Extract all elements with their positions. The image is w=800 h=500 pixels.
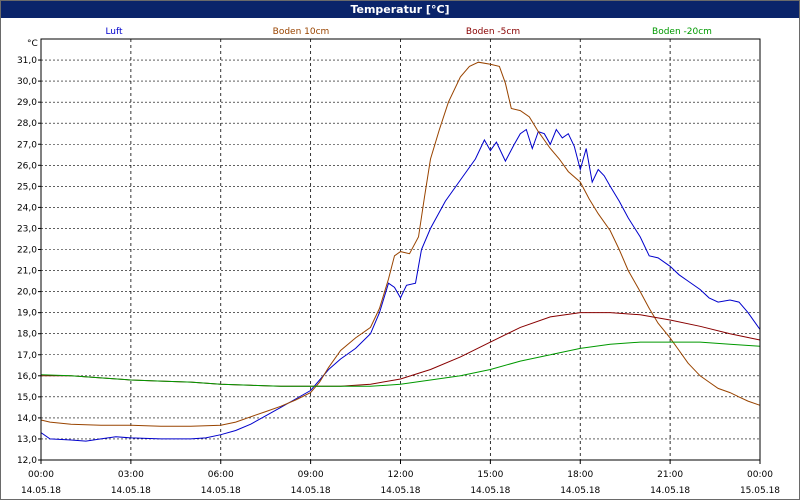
x-tick-date-label: 14.05.18 <box>380 486 420 496</box>
x-tick-date-label: 15.05.18 <box>740 486 780 496</box>
y-tick-label: 29,0 <box>17 98 37 108</box>
x-tick-date-label: 14.05.18 <box>650 486 690 496</box>
y-tick-label: 12,0 <box>17 456 37 466</box>
x-tick-time-label: 06:00 <box>208 470 234 480</box>
y-tick-label: 20,0 <box>17 288 37 298</box>
window-title: Temperatur [°C] <box>1 1 799 18</box>
y-tick-label: 25,0 <box>17 182 37 192</box>
y-tick-label: 31,0 <box>17 56 37 66</box>
y-tick-label: 13,0 <box>17 435 37 445</box>
x-tick-date-label: 14.05.18 <box>21 486 61 496</box>
series-line-4 <box>40 341 761 387</box>
x-tick-time-label: 18:00 <box>567 470 593 480</box>
legend-entry-3: Boden -5cm <box>466 27 520 37</box>
y-tick-label: 30,0 <box>17 77 37 87</box>
series-line-1 <box>40 128 761 442</box>
plot-border <box>40 38 761 461</box>
series-line-2 <box>40 61 761 427</box>
x-tick-date-label: 14.05.18 <box>560 486 600 496</box>
x-tick-date-label: 14.05.18 <box>291 486 331 496</box>
x-tick-time-label: 09:00 <box>298 470 324 480</box>
y-tick-label: 24,0 <box>17 203 37 213</box>
y-axis-unit-label: °C <box>27 39 38 49</box>
y-tick-label: 15,0 <box>17 393 37 403</box>
y-tick-label: 17,0 <box>17 351 37 361</box>
legend-entry-2: Boden 10cm <box>273 27 330 37</box>
legend-entry-1: Luft <box>105 27 123 37</box>
x-tick-date-label: 14.05.18 <box>111 486 151 496</box>
x-tick-time-label: 00:00 <box>28 470 54 480</box>
y-tick-label: 21,0 <box>17 267 37 277</box>
y-tick-label: 28,0 <box>17 119 37 129</box>
y-tick-label: 14,0 <box>17 414 37 424</box>
y-tick-label: 22,0 <box>17 246 37 256</box>
x-tick-date-label: 14.05.18 <box>201 486 241 496</box>
x-tick-date-label: 14.05.18 <box>470 486 510 496</box>
y-tick-label: 19,0 <box>17 309 37 319</box>
x-tick-time-label: 12:00 <box>388 470 414 480</box>
x-tick-time-label: 21:00 <box>657 470 683 480</box>
y-tick-label: 18,0 <box>17 330 37 340</box>
y-tick-label: 27,0 <box>17 140 37 150</box>
x-tick-time-label: 03:00 <box>118 470 144 480</box>
y-tick-label: 26,0 <box>17 161 37 171</box>
y-tick-label: 23,0 <box>17 224 37 234</box>
legend-entry-4: Boden -20cm <box>652 27 712 37</box>
y-tick-label: 16,0 <box>17 372 37 382</box>
x-tick-time-label: 00:00 <box>747 470 773 480</box>
x-tick-time-label: 15:00 <box>477 470 503 480</box>
